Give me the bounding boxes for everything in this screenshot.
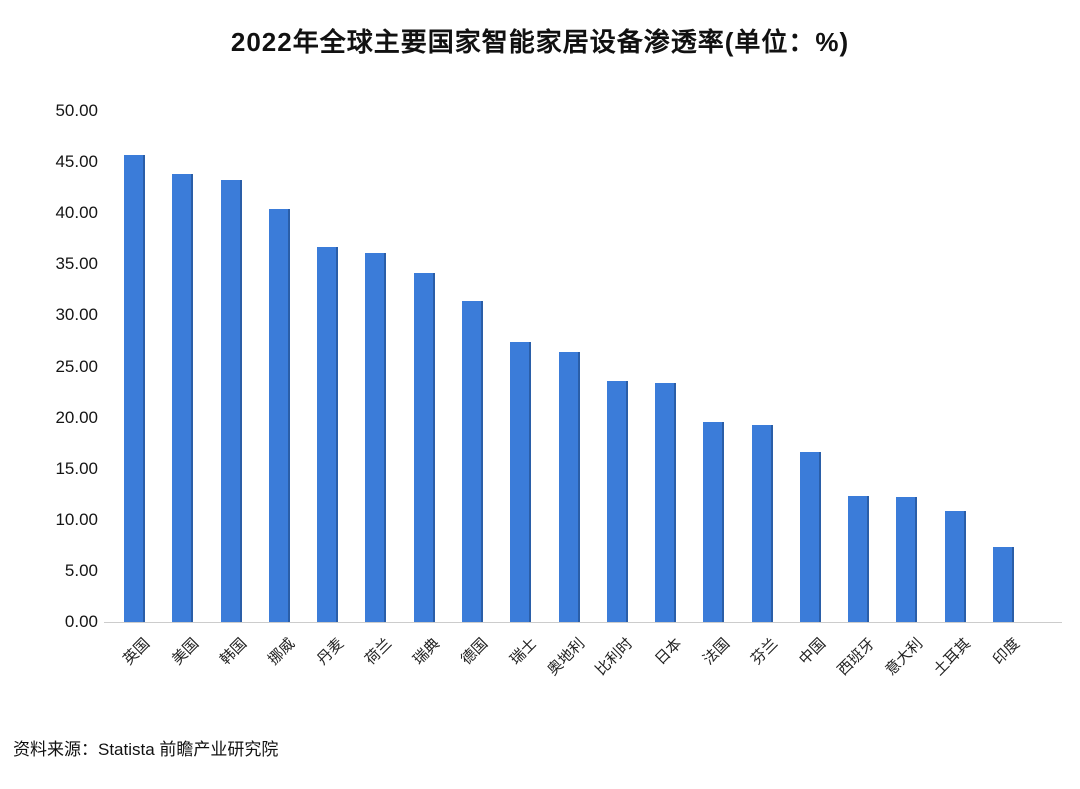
bar [703, 421, 725, 622]
y-tick-label: 20.00 [55, 407, 98, 427]
bar [606, 380, 628, 622]
y-tick-label: 30.00 [55, 305, 98, 325]
bar [655, 382, 677, 622]
y-tick-label: 45.00 [55, 152, 98, 172]
x-axis-label: 美国 [168, 635, 202, 669]
x-axis-label: 日本 [651, 635, 685, 669]
bar [896, 497, 918, 622]
bar [510, 341, 532, 622]
bar [993, 547, 1015, 622]
x-axis-label: 意大利 [882, 635, 927, 679]
x-axis-label: 土耳其 [930, 635, 975, 679]
y-tick-label: 0.00 [64, 612, 98, 631]
x-axis-label: 奥地利 [544, 635, 589, 679]
y-tick-label: 50.00 [55, 101, 98, 120]
x-axis-label: 德国 [458, 635, 492, 669]
x-axis-label: 法国 [699, 635, 734, 669]
y-tick-label: 25.00 [55, 356, 98, 376]
source-note: 资料来源：Statista 前瞻产业研究院 [13, 740, 279, 759]
x-axis-label: 瑞士 [506, 635, 540, 669]
x-axis-label: 比利时 [592, 635, 637, 679]
bar [558, 352, 580, 622]
bar [124, 154, 145, 622]
x-axis-label: 印度 [989, 635, 1023, 669]
x-axis-label: 芬兰 [748, 635, 782, 669]
bar [461, 301, 483, 622]
y-tick-label: 35.00 [55, 254, 98, 274]
x-axis-label: 挪威 [265, 635, 299, 669]
bar [944, 510, 966, 622]
bar [365, 253, 387, 622]
y-tick-label: 10.00 [55, 509, 98, 529]
bar [172, 174, 194, 622]
bar [413, 273, 435, 622]
chart-title: 2022年全球主要国家智能家居设备渗透率(单位：%) [230, 27, 850, 57]
bar [848, 496, 870, 622]
x-axis-line [104, 622, 1062, 623]
x-axis-label: 瑞典 [410, 635, 444, 669]
y-tick-label: 40.00 [55, 203, 98, 223]
bar [268, 209, 290, 622]
bar [317, 246, 339, 622]
bar [751, 424, 773, 622]
x-axis-label: 韩国 [216, 635, 251, 669]
bar [220, 180, 242, 622]
y-tick-label: 15.00 [55, 458, 98, 478]
x-axis-label: 英国 [120, 635, 154, 669]
x-axis-label: 西班牙 [833, 635, 878, 679]
bar [799, 452, 821, 622]
x-axis-label: 中国 [796, 635, 830, 669]
y-tick-label: 5.00 [64, 560, 98, 580]
x-axis-label: 丹麦 [313, 635, 347, 669]
x-axis-label: 荷兰 [361, 635, 396, 669]
